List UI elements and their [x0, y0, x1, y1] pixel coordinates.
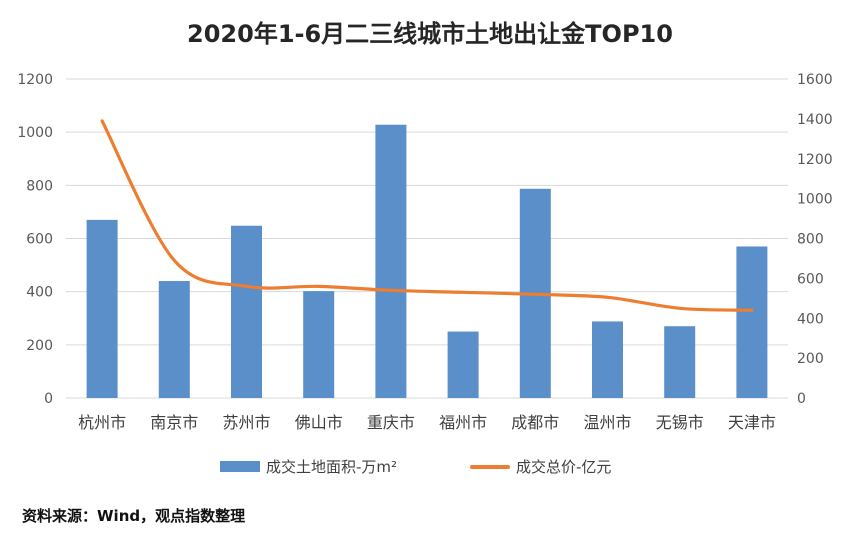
y-right-tick-label: 1400 [797, 112, 833, 128]
y-left-tick-label: 0 [44, 391, 53, 407]
x-tick-label: 苏州市 [222, 413, 270, 432]
legend-swatch-line [470, 464, 510, 469]
y-left-tick-label: 800 [26, 178, 53, 194]
y-left-tick-label: 1200 [17, 72, 53, 88]
x-tick-label: 天津市 [728, 413, 776, 432]
legend-swatch-bars [220, 461, 260, 472]
bar [86, 219, 118, 398]
bar [231, 225, 262, 398]
y-left-tick-label: 400 [26, 285, 53, 301]
x-tick-label: 重庆市 [367, 413, 415, 432]
bar [592, 321, 623, 398]
chart-title: 2020年1-6月二三线城市土地出让金TOP10 [187, 20, 673, 48]
x-tick-label: 无锡市 [656, 413, 704, 432]
x-tick-label: 福州市 [439, 413, 487, 432]
y-right-tick-label: 800 [797, 232, 824, 248]
source-note: 资料来源：Wind，观点指数整理 [22, 507, 246, 525]
y-right-tick-label: 600 [797, 271, 824, 287]
x-tick-label: 成都市 [511, 413, 559, 432]
y-right-tick-label: 1200 [797, 152, 833, 168]
x-tick-label: 佛山市 [295, 413, 343, 432]
chart-legend: 成交土地面积-万m² 成交总价-亿元 [0, 456, 860, 478]
bar [158, 281, 190, 398]
bar [736, 246, 768, 398]
series-line [100, 119, 754, 312]
y-left-tick-label: 200 [26, 338, 53, 354]
bar [664, 326, 696, 398]
bar [375, 124, 407, 399]
y-left-tick-label: 600 [26, 232, 53, 248]
y-right-tick-label: 400 [797, 311, 824, 327]
y-right-tick-label: 1000 [797, 192, 833, 208]
bar [447, 331, 479, 398]
legend-item-bars: 成交土地面积-万m² [220, 456, 397, 477]
y-right-tick-label: 0 [797, 391, 806, 407]
x-tick-label: 南京市 [150, 413, 198, 432]
bar [303, 291, 335, 398]
x-tick-label: 温州市 [583, 413, 631, 432]
legend-item-line: 成交总价-亿元 [470, 456, 611, 477]
y-right-tick-label: 1600 [797, 72, 833, 88]
legend-label-bars: 成交土地面积-万m² [266, 458, 398, 476]
y-right-tick-label: 200 [797, 351, 824, 367]
y-left-tick-label: 1000 [17, 125, 53, 141]
legend-label-line: 成交总价-亿元 [516, 458, 612, 476]
x-tick-label: 杭州市 [78, 413, 126, 432]
